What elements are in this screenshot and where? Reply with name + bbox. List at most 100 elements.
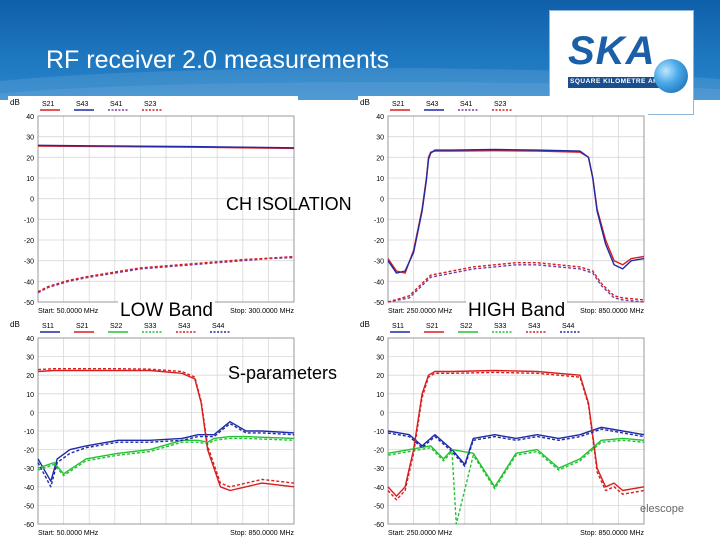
y-tick-label: 40 [26,114,34,121]
y-tick-label: -40 [374,279,384,286]
chart-low-band-sparams: 40 30 20 10 0 -10 -20 -30 -40 -50 -60 dB S11 S21 S22 S3… [8,318,298,540]
legend-entry: S44 [212,323,225,330]
ska-logo-text: SKA [568,29,656,73]
y-axis-label: dB [10,320,20,329]
y-tick-label: -50 [374,300,384,307]
y-tick-label: -10 [374,429,384,436]
y-tick-label: 10 [26,392,34,399]
y-tick-label: -40 [374,485,384,492]
y-tick-label: -40 [24,485,34,492]
slide-title: RF receiver 2.0 measurements [46,46,390,74]
y-tick-label: 20 [26,373,34,380]
legend-entry: S22 [110,323,123,330]
legend-entry: S21 [426,323,439,330]
series-line-s44 [387,428,645,468]
legend-entry: S43 [426,101,439,108]
y-tick-label: 30 [26,135,34,142]
y-tick-label: 10 [376,176,384,183]
start-frequency-label: Start: 250.0000 MHz [388,308,453,315]
stop-frequency-label: Stop: 850.0000 MHz [580,308,644,315]
ska-logo-subtitle: SQUARE KILOMETRE ARRAY [570,78,673,85]
y-tick-label: 20 [376,155,384,162]
y-tick-label: -30 [24,466,34,473]
series-line-s11 [387,426,645,466]
y-tick-label: 20 [376,373,384,380]
legend-entry: S23 [494,101,507,108]
ska-logo-strip [568,77,666,88]
series-line-s33 [37,437,295,477]
series-line-s21 [37,369,295,492]
y-tick-label: -10 [374,217,384,224]
y-tick-label: 40 [26,336,34,343]
legend-entry: S21 [76,323,89,330]
series-line-s23 [37,255,295,293]
y-tick-label: 10 [26,176,34,183]
ch-isolation-label: CH ISOLATION [226,194,352,214]
legend-entry: S33 [494,323,507,330]
y-tick-label: -50 [374,503,384,510]
y-tick-label: -10 [24,217,34,224]
series-line-s44 [37,422,295,488]
stop-frequency-label: Stop: 850.0000 MHz [230,530,294,537]
y-tick-label: -30 [374,259,384,266]
footer-text: elescope [640,503,685,515]
y-tick-label: -30 [374,466,384,473]
y-tick-label: -60 [24,522,34,529]
y-tick-label: -20 [24,448,34,455]
stop-frequency-label: Stop: 300.0000 MHz [230,308,294,315]
start-frequency-label: Start: 50.0000 MHz [38,308,99,315]
legend-entry: S21 [42,101,55,108]
legend-entry: S11 [392,323,404,330]
legend-entry: S43 [528,323,541,330]
y-tick-label: 0 [30,410,34,417]
high-band-label: HIGH Band [466,300,568,322]
legend-entry: S43 [178,323,191,330]
legend-entry: S44 [562,323,575,330]
low-band-label: LOW Band [118,300,215,322]
y-tick-label: 40 [376,336,384,343]
series-line-s23 [387,261,645,303]
y-tick-label: -20 [24,238,34,245]
y-axis-label: dB [360,98,370,107]
y-tick-label: -60 [374,522,384,529]
series-line-s41 [37,256,295,294]
chart-background [358,318,648,540]
series-line-s43 [387,148,645,274]
y-axis-label: dB [360,320,370,329]
series-line-s33 [387,439,645,525]
legend-entry: S22 [460,323,473,330]
legend-entry: S43 [76,101,89,108]
series-line-s43 [37,144,295,149]
banner-sweep-2 [0,82,720,100]
series-line-s11 [37,420,295,482]
y-tick-label: -50 [24,503,34,510]
plot-frame [37,337,295,525]
y-tick-label: 20 [26,155,34,162]
series-line-s22 [387,437,645,488]
y-tick-label: 10 [376,392,384,399]
chart-low-band-isolation: 40 30 20 10 0 -10 -20 -30 -40 -50 dB S21 S43 S41 S23 St… [8,96,298,318]
legend-entry: S23 [144,101,157,108]
y-tick-label: -50 [24,300,34,307]
legend-entry: S41 [460,101,473,108]
series-line-s41 [387,264,645,303]
stop-frequency-label: Stop: 850.0000 MHz [580,530,644,537]
legend-entry: S11 [42,323,54,330]
y-tick-label: 30 [26,355,34,362]
y-tick-label: -10 [24,429,34,436]
series-line-s21 [387,369,645,497]
y-tick-label: -20 [374,448,384,455]
y-tick-label: 40 [376,114,384,121]
series-line-s43 [387,371,645,501]
y-tick-label: 30 [376,135,384,142]
start-frequency-label: Start: 50.0000 MHz [38,530,99,537]
y-tick-label: -40 [24,279,34,286]
chart-high-band-sparams: 40 30 20 10 0 -10 -20 -30 -40 -50 -60 dB S11 S21 S22 S3… [358,318,648,540]
y-tick-label: -20 [374,238,384,245]
y-tick-label: 0 [380,410,384,417]
s-parameters-label: S-parameters [228,363,338,383]
globe-icon [654,59,688,93]
chart-background [358,96,648,318]
y-axis-label: dB [10,98,20,107]
legend-entry: S41 [110,101,123,108]
